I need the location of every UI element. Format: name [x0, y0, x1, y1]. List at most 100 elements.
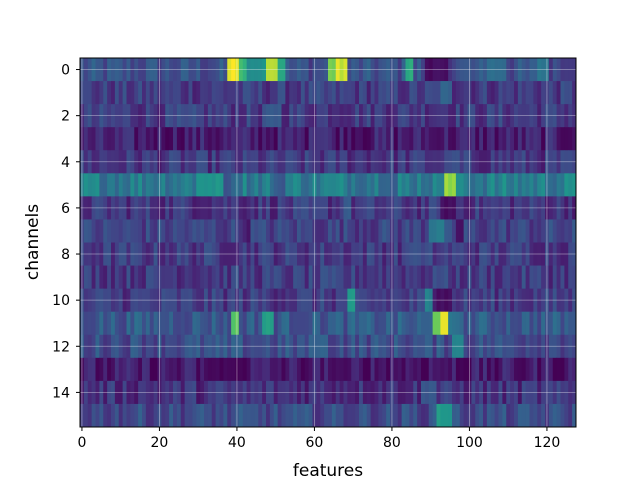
heatmap-cell — [452, 81, 457, 105]
heatmap-cell — [126, 334, 131, 359]
heatmap-cell — [114, 196, 120, 220]
heatmap-cell — [320, 196, 325, 220]
heatmap-cell — [196, 242, 201, 266]
heatmap-cell — [200, 311, 205, 336]
heatmap-cell — [409, 58, 414, 82]
heatmap-cell — [184, 311, 189, 336]
heatmap-cell — [459, 219, 465, 243]
heatmap-cell — [525, 288, 530, 313]
heatmap-cell — [494, 265, 499, 290]
heatmap-cell — [448, 265, 453, 290]
heatmap-cell — [145, 403, 151, 428]
heatmap-cell — [397, 288, 403, 313]
heatmap-cell — [91, 58, 96, 82]
heatmap-cell — [374, 173, 379, 197]
heatmap-cell — [235, 150, 240, 174]
heatmap-cell — [145, 127, 151, 151]
heatmap-cell — [455, 288, 461, 313]
heatmap-cell — [405, 127, 410, 151]
heatmap-cell — [374, 265, 379, 290]
heatmap-cell — [134, 81, 139, 105]
heatmap-cell — [142, 219, 147, 243]
heatmap-cell — [103, 104, 108, 128]
heatmap-cell — [281, 104, 286, 128]
heatmap-cell — [192, 403, 197, 428]
heatmap-cell — [382, 334, 387, 359]
heatmap-cell — [118, 150, 124, 174]
heatmap-cell — [347, 196, 352, 220]
heatmap-cell — [432, 127, 437, 151]
heatmap-cell — [153, 380, 158, 405]
heatmap-cell — [548, 357, 554, 382]
heatmap-cell — [196, 311, 201, 336]
heatmap-cell — [231, 196, 236, 220]
heatmap-cell — [145, 58, 151, 82]
heatmap-cell — [246, 357, 251, 382]
heatmap-cell — [207, 173, 213, 197]
heatmap-cell — [428, 173, 434, 197]
heatmap-cell — [490, 81, 496, 105]
heatmap-cell — [103, 173, 108, 197]
heatmap-cell — [328, 196, 333, 220]
heatmap-cell — [347, 265, 352, 290]
heatmap-cell — [401, 403, 406, 428]
heatmap-cell — [366, 403, 372, 428]
heatmap-cell — [266, 334, 271, 359]
heatmap-cell — [142, 311, 147, 336]
heatmap-cell — [347, 380, 352, 405]
heatmap-cell — [262, 196, 267, 220]
heatmap-cell — [293, 219, 298, 243]
heatmap-cell — [165, 219, 170, 243]
heatmap-cell — [424, 150, 430, 174]
heatmap-cell — [293, 357, 298, 382]
heatmap-cell — [506, 104, 511, 128]
heatmap-cell — [235, 380, 240, 405]
heatmap-cell — [498, 196, 503, 220]
heatmap-cell — [165, 242, 170, 266]
heatmap-cell — [304, 334, 310, 359]
heatmap-cell — [355, 150, 360, 174]
heatmap-cell — [548, 58, 554, 82]
heatmap-cell — [184, 334, 189, 359]
heatmap-cell — [157, 357, 162, 382]
heatmap-cell — [130, 104, 135, 128]
heatmap-cell — [173, 311, 178, 336]
heatmap-cell — [486, 403, 492, 428]
heatmap-cell — [196, 104, 201, 128]
heatmap-cell — [312, 104, 317, 128]
heatmap-cell — [409, 403, 414, 428]
heatmap-cell — [424, 265, 430, 290]
heatmap-cell — [556, 127, 561, 151]
heatmap-cell — [471, 196, 476, 220]
heatmap-cell — [192, 265, 197, 290]
heatmap-cell — [397, 311, 403, 336]
heatmap-cell — [455, 173, 461, 197]
heatmap-cell — [211, 334, 217, 359]
heatmap-cell — [560, 81, 565, 105]
heatmap-cell — [475, 334, 480, 359]
heatmap-cell — [91, 288, 96, 313]
heatmap-cell — [242, 403, 248, 428]
heatmap-cell — [556, 81, 561, 105]
heatmap-cell — [541, 357, 546, 382]
heatmap-cell — [91, 219, 96, 243]
heatmap-cell — [351, 219, 356, 243]
heatmap-cell — [227, 81, 232, 105]
heatmap-cell — [308, 357, 313, 382]
heatmap-cell — [157, 265, 162, 290]
heatmap-cell — [436, 403, 441, 428]
heatmap-cell — [490, 150, 496, 174]
heatmap-cell — [502, 219, 507, 243]
heatmap-cell — [525, 311, 530, 336]
heatmap-cell — [502, 127, 507, 151]
heatmap-cell — [192, 196, 197, 220]
heatmap-cell — [386, 173, 391, 197]
heatmap-cell — [366, 104, 372, 128]
heatmap-cell — [91, 265, 96, 290]
heatmap-cell — [157, 127, 162, 151]
heatmap-cell — [514, 127, 519, 151]
heatmap-cell — [118, 403, 124, 428]
heatmap-cell — [405, 104, 410, 128]
heatmap-cell — [467, 127, 472, 151]
heatmap-cell — [517, 127, 523, 151]
